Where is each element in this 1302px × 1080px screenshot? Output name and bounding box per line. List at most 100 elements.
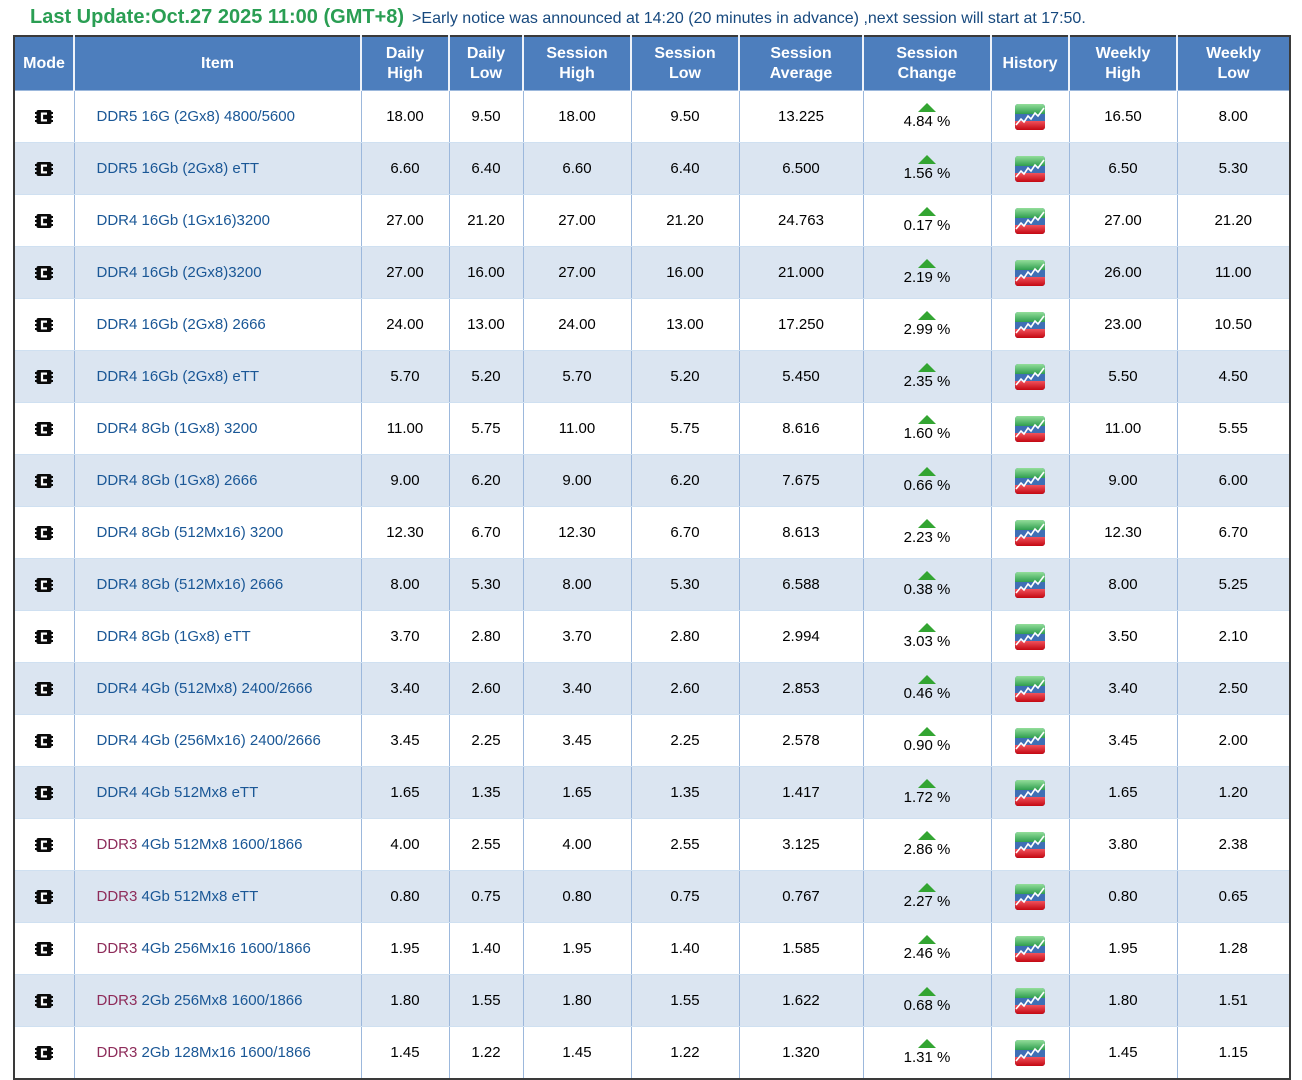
item-link[interactable]: DDR4 8Gb (512Mx16) 2666: [97, 576, 284, 593]
item-link[interactable]: DDR4 16Gb (1Gx16)3200: [97, 212, 270, 229]
daily-low-cell: 0.75: [449, 870, 524, 923]
session-change-wrap: 1.31 %: [864, 1039, 991, 1066]
column-header-weekly-high: Weekly High: [1069, 36, 1178, 91]
session-change-value: 0.90 %: [903, 737, 951, 754]
mode-icon-wrap: [15, 525, 74, 541]
item-link[interactable]: DDR3 2Gb 128Mx16 1600/1866: [97, 1044, 311, 1061]
chip-mode-icon: [35, 629, 54, 644]
weekly-high-cell: 8.00: [1069, 558, 1178, 611]
item-link[interactable]: DDR4 8Gb (1Gx8) 2666: [97, 472, 258, 489]
item-cell: DDR4 4Gb 512Mx8 eTT: [74, 766, 362, 819]
up-arrow-icon: [918, 675, 936, 684]
weekly-high-cell: 23.00: [1069, 298, 1178, 351]
session-high-cell: 1.45: [523, 1026, 632, 1079]
weekly-low-cell: 21.20: [1177, 194, 1290, 247]
session-low-cell: 1.40: [631, 922, 740, 975]
price-history-chart-icon[interactable]: [1015, 987, 1045, 1014]
chip-mode-icon: [35, 421, 54, 436]
weekly-high-cell: 0.80: [1069, 870, 1178, 923]
chip-mode-icon: [35, 941, 54, 956]
price-history-chart-icon[interactable]: [1015, 623, 1045, 650]
item-link[interactable]: DDR4 4Gb (256Mx16) 2400/2666: [97, 732, 321, 749]
price-history-chart-icon[interactable]: [1015, 727, 1045, 754]
history-icon-wrap: [992, 779, 1069, 806]
item-link[interactable]: DDR5 16G (2Gx8) 4800/5600: [97, 108, 295, 125]
session-change-value: 1.60 %: [903, 425, 951, 442]
session-low-cell: 16.00: [631, 246, 740, 299]
price-history-chart-icon[interactable]: [1015, 831, 1045, 858]
up-arrow-icon: [918, 415, 936, 424]
session-change-cell: 2.46 %: [863, 922, 992, 975]
mode-icon-wrap: [15, 317, 74, 333]
history-icon-wrap: [992, 727, 1069, 754]
price-history-chart-icon[interactable]: [1015, 883, 1045, 910]
session-average-cell: 8.613: [739, 506, 864, 559]
item-link[interactable]: DDR4 4Gb 512Mx8 eTT: [97, 784, 259, 801]
item-link[interactable]: DDR3 2Gb 256Mx8 1600/1866: [97, 992, 303, 1009]
price-history-chart-icon[interactable]: [1015, 155, 1045, 182]
item-link[interactable]: DDR4 16Gb (2Gx8) 2666: [97, 316, 266, 333]
price-history-chart-icon[interactable]: [1015, 259, 1045, 286]
history-cell: [991, 558, 1070, 611]
history-cell: [991, 298, 1070, 351]
chip-mode-icon: [35, 681, 54, 696]
table-row: DDR4 8Gb (512Mx16) 3200 12.30 6.70 12.30 6.7…: [14, 506, 1290, 559]
price-history-chart-icon[interactable]: [1015, 935, 1045, 962]
price-history-chart-icon[interactable]: [1015, 1039, 1045, 1066]
item-cell: DDR3 4Gb 512Mx8 1600/1866: [74, 818, 362, 871]
weekly-low-cell: 0.65: [1177, 870, 1290, 923]
item-name-rest: 8Gb (512Mx16) 2666: [137, 576, 284, 593]
weekly-high-cell: 27.00: [1069, 194, 1178, 247]
table-row: DDR3 4Gb 512Mx8 1600/1866 4.00 2.55 4.00 2.5…: [14, 818, 1290, 871]
price-history-chart-icon[interactable]: [1015, 519, 1045, 546]
item-link[interactable]: DDR3 4Gb 512Mx8 1600/1866: [97, 836, 303, 853]
price-history-chart-icon[interactable]: [1015, 467, 1045, 494]
price-history-chart-icon[interactable]: [1015, 311, 1045, 338]
history-icon-wrap: [992, 935, 1069, 962]
item-ddr-prefix: DDR4: [96, 732, 138, 749]
session-average-cell: 21.000: [739, 246, 864, 299]
session-change-cell: 2.27 %: [863, 870, 992, 923]
price-history-chart-icon[interactable]: [1015, 675, 1045, 702]
price-history-chart-icon[interactable]: [1015, 103, 1045, 130]
session-change-cell: 0.68 %: [863, 974, 992, 1027]
item-link[interactable]: DDR4 4Gb (512Mx8) 2400/2666: [97, 680, 313, 697]
price-history-chart-icon[interactable]: [1015, 415, 1045, 442]
weekly-high-cell: 12.30: [1069, 506, 1178, 559]
dram-spot-price-table: Mode Item Daily High Daily Low Session High S…: [13, 35, 1291, 1080]
price-history-chart-icon[interactable]: [1015, 207, 1045, 234]
daily-high-cell: 9.00: [361, 454, 450, 507]
weekly-high-cell: 1.65: [1069, 766, 1178, 819]
item-link[interactable]: DDR5 16Gb (2Gx8) eTT: [97, 160, 260, 177]
mode-icon-wrap: [15, 109, 74, 125]
price-history-chart-icon[interactable]: [1015, 571, 1045, 598]
session-low-cell: 5.30: [631, 558, 740, 611]
item-link[interactable]: DDR4 16Gb (2Gx8)3200: [97, 264, 262, 281]
session-change-wrap: 0.90 %: [864, 727, 991, 754]
item-name-rest: 16G (2Gx8) 4800/5600: [137, 108, 295, 125]
item-link[interactable]: DDR4 8Gb (512Mx16) 3200: [97, 524, 284, 541]
session-change-cell: 2.86 %: [863, 818, 992, 871]
item-link[interactable]: DDR4 16Gb (2Gx8) eTT: [97, 368, 260, 385]
weekly-high-cell: 1.45: [1069, 1026, 1178, 1079]
price-history-chart-icon[interactable]: [1015, 363, 1045, 390]
daily-low-cell: 2.80: [449, 610, 524, 663]
session-change-wrap: 2.99 %: [864, 311, 991, 338]
history-cell: [991, 194, 1070, 247]
item-link[interactable]: DDR4 8Gb (1Gx8) eTT: [97, 628, 251, 645]
session-change-cell: 2.23 %: [863, 506, 992, 559]
item-link[interactable]: DDR4 8Gb (1Gx8) 3200: [97, 420, 258, 437]
item-ddr-prefix: DDR3: [96, 940, 138, 957]
daily-high-cell: 0.80: [361, 870, 450, 923]
item-link[interactable]: DDR3 4Gb 512Mx8 eTT: [97, 888, 259, 905]
column-header-daily-high: Daily High: [361, 36, 450, 91]
price-history-chart-icon[interactable]: [1015, 779, 1045, 806]
daily-low-cell: 2.60: [449, 662, 524, 715]
daily-high-cell: 5.70: [361, 350, 450, 403]
session-change-wrap: 0.17 %: [864, 207, 991, 234]
item-link[interactable]: DDR3 4Gb 256Mx16 1600/1866: [97, 940, 311, 957]
weekly-high-cell: 9.00: [1069, 454, 1178, 507]
item-name-rest: 4Gb (256Mx16) 2400/2666: [137, 732, 321, 749]
history-cell: [991, 402, 1070, 455]
session-change-value: 1.56 %: [903, 165, 951, 182]
